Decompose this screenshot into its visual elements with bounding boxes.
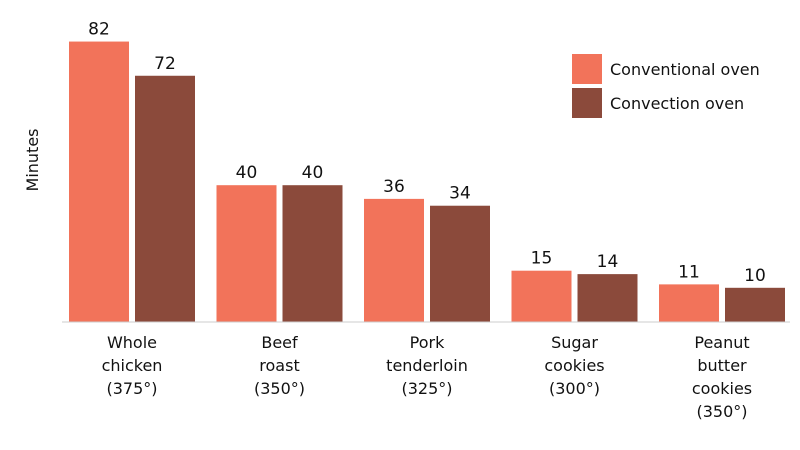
value-label-convection-2: 34 [449, 184, 471, 204]
category-label-4-line-2: cookies [692, 379, 752, 398]
legend-label-conventional: Conventional oven [610, 60, 760, 79]
value-label-conventional-3: 15 [531, 249, 553, 269]
value-label-conventional-2: 36 [383, 177, 405, 197]
bars-group [69, 41, 785, 323]
bar-convection-1 [282, 185, 343, 322]
category-label-1-line-0: Beef [261, 333, 298, 352]
category-label-2-line-0: Pork [410, 333, 445, 352]
category-label-4-line-1: butter [697, 356, 747, 375]
legend-label-convection: Convection oven [610, 94, 744, 113]
category-label-3-line-1: cookies [544, 356, 604, 375]
bar-convection-3 [577, 274, 638, 322]
value-label-conventional-0: 82 [88, 20, 110, 40]
value-label-convection-4: 10 [744, 266, 766, 286]
category-label-2-line-2: (325°) [401, 379, 452, 398]
value-label-conventional-4: 11 [678, 262, 700, 282]
bar-convection-2 [430, 205, 490, 322]
category-label-2-line-1: tenderloin [386, 356, 468, 375]
bar-conventional-4 [659, 284, 719, 322]
category-label-1-line-2: (350°) [254, 379, 305, 398]
bar-conventional-2 [364, 198, 424, 322]
value-label-convection-3: 14 [597, 252, 619, 272]
value-label-convection-1: 40 [302, 163, 324, 183]
value-labels-group: 82 72 40 40 36 34 15 14 11 10 [88, 20, 766, 286]
category-label-4-line-3: (350°) [696, 402, 747, 421]
category-label-0-line-1: chicken [102, 356, 163, 375]
category-label-3-line-2: (300°) [549, 379, 600, 398]
legend-swatch-convection [572, 88, 602, 118]
bar-conventional-0 [69, 41, 129, 323]
category-label-4-line-0: Peanut [694, 333, 749, 352]
category-label-1-line-1: roast [259, 356, 299, 375]
y-axis-label: Minutes [23, 129, 42, 192]
category-label-0-line-2: (375°) [106, 379, 157, 398]
bar-convection-4 [725, 287, 785, 322]
bar-conventional-3 [511, 270, 572, 322]
value-label-conventional-1: 40 [236, 163, 258, 183]
category-label-3-line-0: Sugar [551, 333, 598, 352]
bar-conventional-1 [216, 185, 277, 322]
legend: Conventional oven Convection oven [572, 54, 760, 118]
bar-convection-0 [135, 75, 195, 322]
category-label-0-line-0: Whole [107, 333, 157, 352]
category-labels-group: Whole chicken (375°) Beef roast (350°) Pork ten… [102, 333, 753, 421]
value-label-convection-0: 72 [154, 54, 176, 74]
legend-swatch-conventional [572, 54, 602, 84]
